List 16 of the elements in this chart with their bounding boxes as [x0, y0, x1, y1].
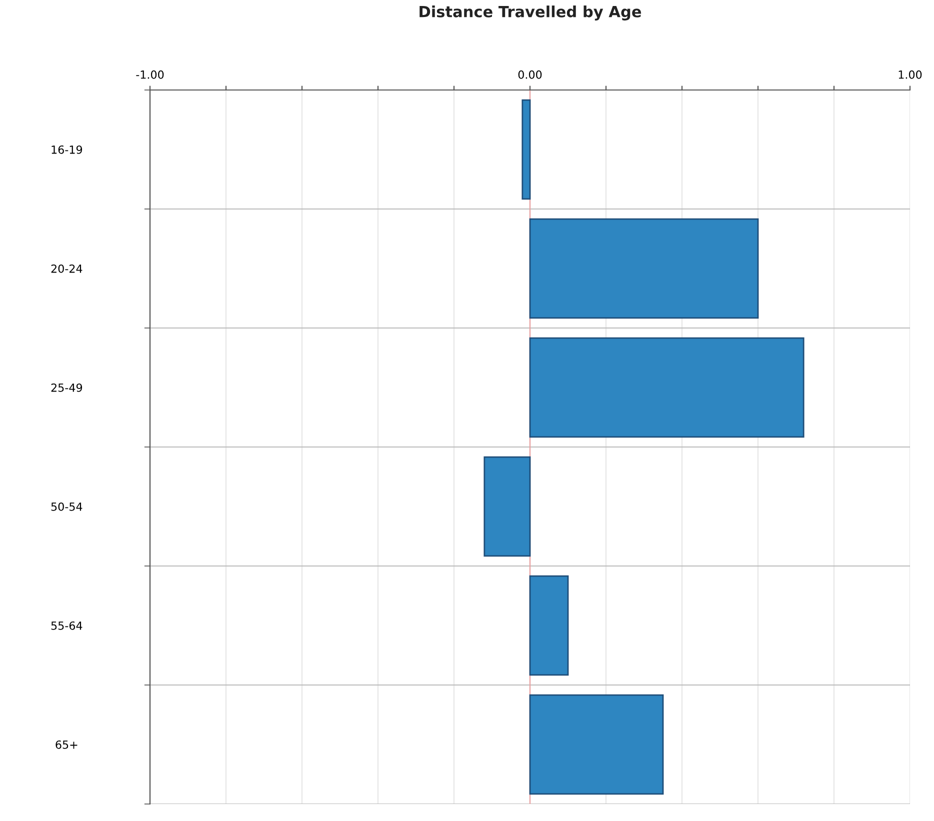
- bar: [529, 218, 759, 319]
- y-tick-label: 65+: [56, 740, 78, 749]
- x-tick-label: 1.00: [898, 70, 922, 79]
- x-tick-label: 0.00: [518, 70, 542, 79]
- y-tick-label: 50-54: [51, 502, 82, 511]
- y-tick-label: 16-19: [52, 145, 82, 154]
- bar: [529, 575, 569, 676]
- bar: [522, 99, 531, 200]
- chart-title: Distance Travelled by Age: [420, 6, 642, 20]
- y-tick-label: 25-49: [51, 383, 82, 392]
- bar: [529, 337, 804, 438]
- y-tick-label: 20-24: [51, 264, 82, 273]
- bar: [529, 694, 664, 795]
- y-tick-label: 55-64: [51, 621, 82, 630]
- bar: [484, 456, 531, 557]
- x-tick-label: -1.00: [136, 70, 164, 79]
